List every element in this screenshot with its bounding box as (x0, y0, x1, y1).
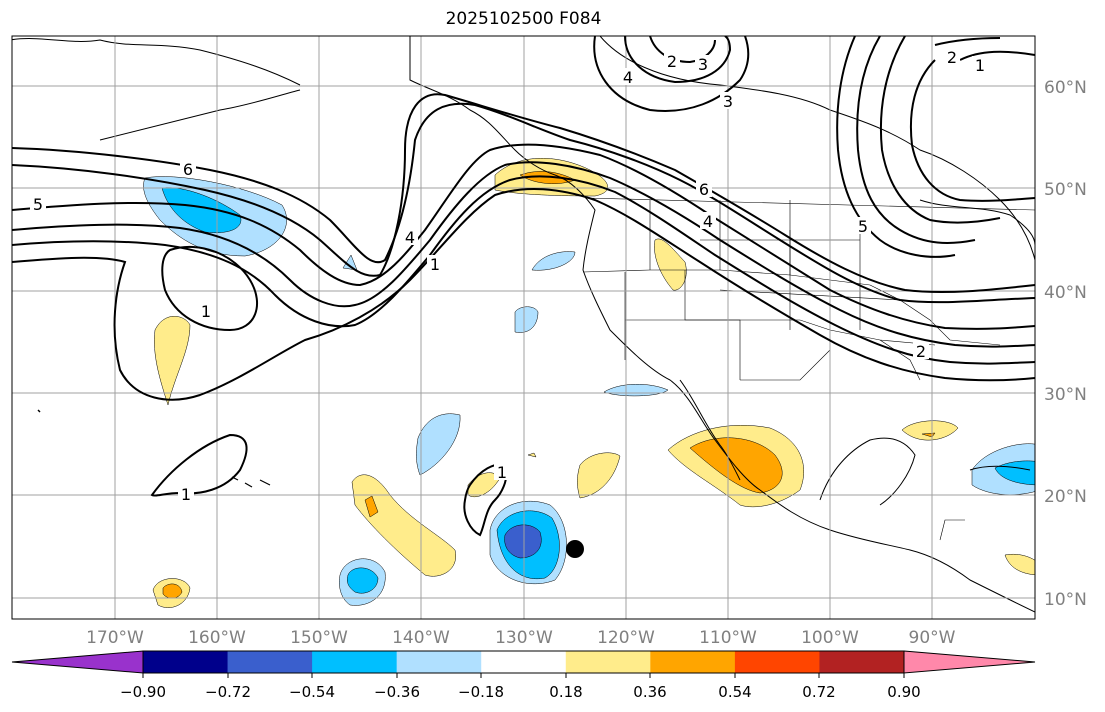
contour-label: 6 (183, 160, 193, 179)
contour-labels: 6 6 5 5 4 4 3 2 2 1 1 1 1 1 2 4 3 (30, 48, 988, 504)
lon-label: 90°W (909, 628, 956, 648)
lat-label: 20°N (1044, 487, 1087, 507)
contour-label: 5 (33, 195, 43, 214)
contour-4 (12, 143, 1035, 330)
contour-label: 1 (201, 302, 211, 321)
lat-label: 10°N (1044, 590, 1087, 610)
shade-blue-mid (161, 187, 242, 233)
colorbar-tick-label: 0.72 (802, 683, 835, 701)
contour-3 (12, 161, 1035, 348)
colorbar-ticks (142, 673, 905, 678)
contour-label: 1 (181, 485, 191, 504)
contour-2 (12, 175, 1035, 365)
shade-yellow (154, 316, 191, 406)
lat-label: 30°N (1044, 385, 1087, 405)
contour-north-2 (624, 36, 732, 84)
contour-6 (12, 102, 1035, 304)
contour-1-closed (150, 433, 248, 497)
colorbar: −0.90 −0.72 −0.54 −0.36 −0.18 0.18 0.36 … (11, 650, 1036, 701)
lon-label: 130°W (495, 628, 553, 648)
shade-yellow (577, 452, 621, 499)
shade-orange (162, 583, 183, 599)
height-contours (12, 36, 1035, 537)
shade-yellow (654, 238, 687, 291)
colorbar-tick-label: −0.72 (205, 683, 251, 701)
shade-yellow (351, 474, 457, 577)
map-title: 2025102500 F084 (445, 9, 602, 29)
graticule (12, 36, 1035, 619)
contour-label: 4 (703, 212, 713, 231)
colorbar-tick-label: 0.54 (718, 683, 751, 701)
contour-label: 1 (497, 463, 507, 482)
contour-label: 3 (723, 92, 733, 111)
contour-east-c (879, 36, 1001, 224)
contour-east-d (909, 59, 1035, 202)
colorbar-tick-label: −0.18 (458, 683, 504, 701)
colorbar-over-extension (903, 650, 1036, 674)
lon-label: 170°W (86, 628, 144, 648)
colorbar-tick-label: −0.90 (120, 683, 166, 701)
colorbar-tick-label: −0.36 (374, 683, 420, 701)
shade-blue-light (531, 251, 576, 271)
contour-east-b (856, 36, 976, 244)
contour-1-closed (161, 245, 259, 332)
lat-label: 50°N (1044, 180, 1087, 200)
contour-label: 6 (699, 180, 709, 199)
shade-blue-dark (504, 524, 542, 559)
colorbar-tick-label: −0.54 (289, 683, 335, 701)
contour-label: 2 (667, 52, 677, 71)
lon-label: 140°W (392, 628, 450, 648)
lat-label: 60°N (1044, 78, 1087, 98)
shade-yellow (1004, 554, 1035, 576)
contour-north-3 (649, 36, 716, 64)
contour-5 (12, 93, 1035, 294)
contour-label: 2 (947, 48, 957, 67)
colorbar-swatch (227, 651, 313, 673)
colorbar-swatch (481, 651, 567, 673)
shade-blue-light (416, 413, 461, 476)
colorbar-swatch (734, 651, 820, 673)
colorbar-swatch (565, 651, 651, 673)
colorbar-swatch (819, 651, 905, 673)
colorbar-tick-label: 0.90 (887, 683, 920, 701)
colorbar-tick-label: 0.36 (633, 683, 666, 701)
shade-blue-mid (347, 567, 379, 594)
longitude-labels: 170°W 160°W 150°W 140°W 130°W 120°W 110°… (86, 628, 956, 648)
contour-1 (12, 188, 1035, 401)
contour-north-1 (593, 36, 750, 112)
shade-blue-light (342, 254, 358, 271)
shade-orange (689, 437, 783, 494)
colorbar-swatch (312, 651, 398, 673)
colorbar-tick-label: 0.18 (549, 683, 582, 701)
contour-east-e (959, 50, 1035, 61)
map-frame (11, 35, 1036, 620)
shade-yellow (901, 420, 959, 441)
contour-label: 4 (623, 68, 633, 87)
contour-label: 2 (916, 342, 926, 361)
lat-label: 40°N (1044, 283, 1087, 303)
lon-label: 160°W (188, 628, 246, 648)
contour-label: 4 (405, 228, 415, 247)
lon-label: 110°W (699, 628, 757, 648)
colorbar-swatch (143, 651, 229, 673)
shade-blue-light (514, 306, 539, 333)
colorbar-frame (142, 650, 905, 674)
storm-center-marker (566, 540, 584, 558)
lon-label: 100°W (801, 628, 859, 648)
shade-yellow (527, 452, 537, 458)
latitude-labels: 60°N 50°N 40°N 30°N 20°N 10°N (1044, 78, 1087, 610)
colorbar-swatch (396, 651, 482, 673)
shade-orange (364, 495, 379, 518)
contour-label: 5 (858, 217, 868, 236)
contour-label: 1 (430, 255, 440, 274)
contour-label: 3 (698, 55, 708, 74)
colorbar-under-extension (11, 650, 144, 674)
lon-label: 120°W (597, 628, 655, 648)
lon-label: 150°W (290, 628, 348, 648)
colorbar-swatch (650, 651, 736, 673)
contour-label: 1 (975, 56, 985, 75)
contour-east-a (836, 36, 956, 258)
contour-east-f (934, 37, 1001, 46)
